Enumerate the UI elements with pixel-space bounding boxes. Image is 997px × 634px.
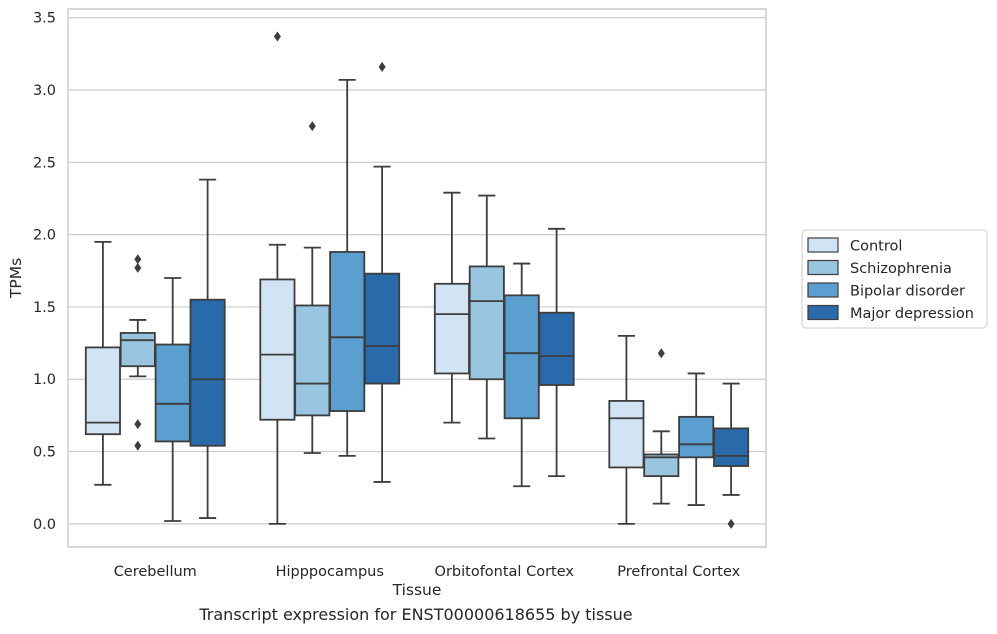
box-major-depression: [189, 298, 226, 447]
box-major-depression: [364, 272, 401, 385]
x-axis-label: Tissue: [392, 581, 442, 599]
box-control: [433, 282, 470, 375]
outlier-point: [134, 440, 142, 451]
box-major-depression: [713, 427, 750, 467]
box-schizophrenia: [643, 453, 680, 478]
legend-item-label: Schizophrenia: [850, 261, 952, 277]
box-schizophrenia: [468, 265, 505, 381]
y-tick-label: 2.0: [33, 228, 56, 244]
box-bipolar-disorder: [678, 415, 715, 459]
outlier-point: [134, 419, 142, 430]
x-tick-label: Orbitofontal Cortex: [435, 564, 575, 580]
legend-swatch: [807, 304, 839, 321]
outlier-point: [727, 518, 735, 529]
x-tick-label: Prefrontal Cortex: [617, 564, 740, 580]
y-tick-label: 1.0: [33, 372, 56, 388]
box-schizophrenia: [119, 332, 156, 368]
legend-item-label: Control: [850, 239, 902, 255]
legend-swatch: [807, 282, 839, 298]
y-tick-label: 0.0: [33, 517, 56, 533]
y-tick-label: 1.5: [33, 300, 56, 316]
legend: Control Schizophrenia Bipolar disorder Majo…: [801, 229, 988, 329]
box-control: [259, 278, 296, 421]
box-bipolar-disorder: [154, 343, 191, 443]
outlier-point: [273, 31, 281, 42]
y-tick-label: 2.5: [33, 155, 56, 171]
box-bipolar-disorder: [503, 294, 540, 420]
x-tick-label: Cerebellum: [114, 564, 197, 580]
x-tick-label: Hipppocampus: [276, 564, 384, 580]
legend-item-label: Major depression: [850, 306, 974, 322]
figure-caption: Transcript expression for ENST0000061865…: [199, 605, 633, 624]
legend-frame: [801, 229, 988, 329]
y-tick-label: 0.5: [33, 445, 56, 461]
y-tick-label: 3.5: [33, 11, 56, 27]
legend-swatch: [807, 237, 839, 253]
outlier-point: [134, 254, 142, 265]
y-axis-label: TPMs: [7, 258, 25, 299]
box-control: [84, 346, 121, 436]
box-schizophrenia: [294, 304, 331, 417]
outlier-point: [657, 348, 665, 359]
outlier-point: [378, 61, 386, 72]
box-major-depression: [538, 311, 575, 386]
plot-frame: [67, 8, 767, 548]
y-tick-label: 3.0: [33, 83, 56, 99]
box-control: [608, 400, 645, 469]
outlier-point: [134, 262, 142, 273]
box-bipolar-disorder: [329, 251, 366, 412]
legend-item-label: Bipolar disorder: [850, 284, 965, 300]
outlier-point: [308, 121, 316, 132]
legend-swatch: [807, 259, 839, 276]
